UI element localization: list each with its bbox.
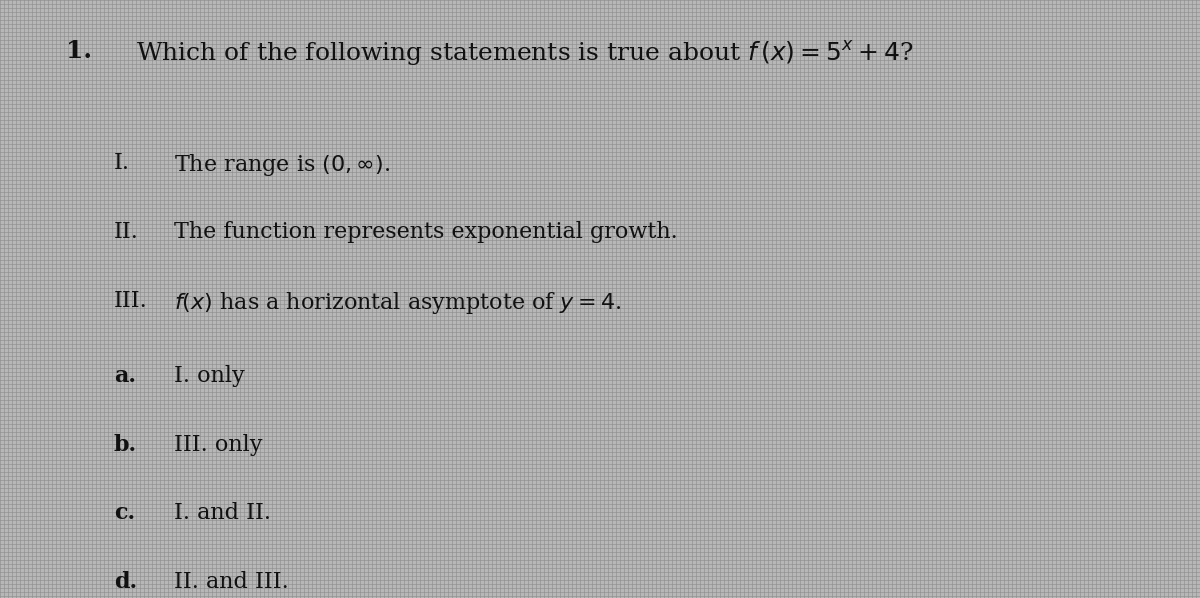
Text: Which of the following statements is true about $f\,(x) = 5^x + 4$?: Which of the following statements is tru…: [136, 39, 913, 68]
Text: I.: I.: [114, 152, 130, 175]
Text: II. and III.: II. and III.: [174, 571, 289, 593]
Text: The range is $(0, \infty)$.: The range is $(0, \infty)$.: [174, 152, 390, 178]
Text: I. only: I. only: [174, 365, 245, 387]
Text: a.: a.: [114, 365, 136, 387]
Text: $f(x)$ has a horizontal asymptote of $y = 4$.: $f(x)$ has a horizontal asymptote of $y …: [174, 290, 622, 316]
Text: The function represents exponential growth.: The function represents exponential grow…: [174, 221, 678, 243]
Text: b.: b.: [114, 434, 137, 456]
Text: III. only: III. only: [174, 434, 263, 456]
Text: III.: III.: [114, 290, 148, 312]
Text: I. and II.: I. and II.: [174, 502, 271, 524]
Text: c.: c.: [114, 502, 136, 524]
Text: d.: d.: [114, 571, 137, 593]
Text: II.: II.: [114, 221, 139, 243]
Text: 1.: 1.: [66, 39, 92, 63]
